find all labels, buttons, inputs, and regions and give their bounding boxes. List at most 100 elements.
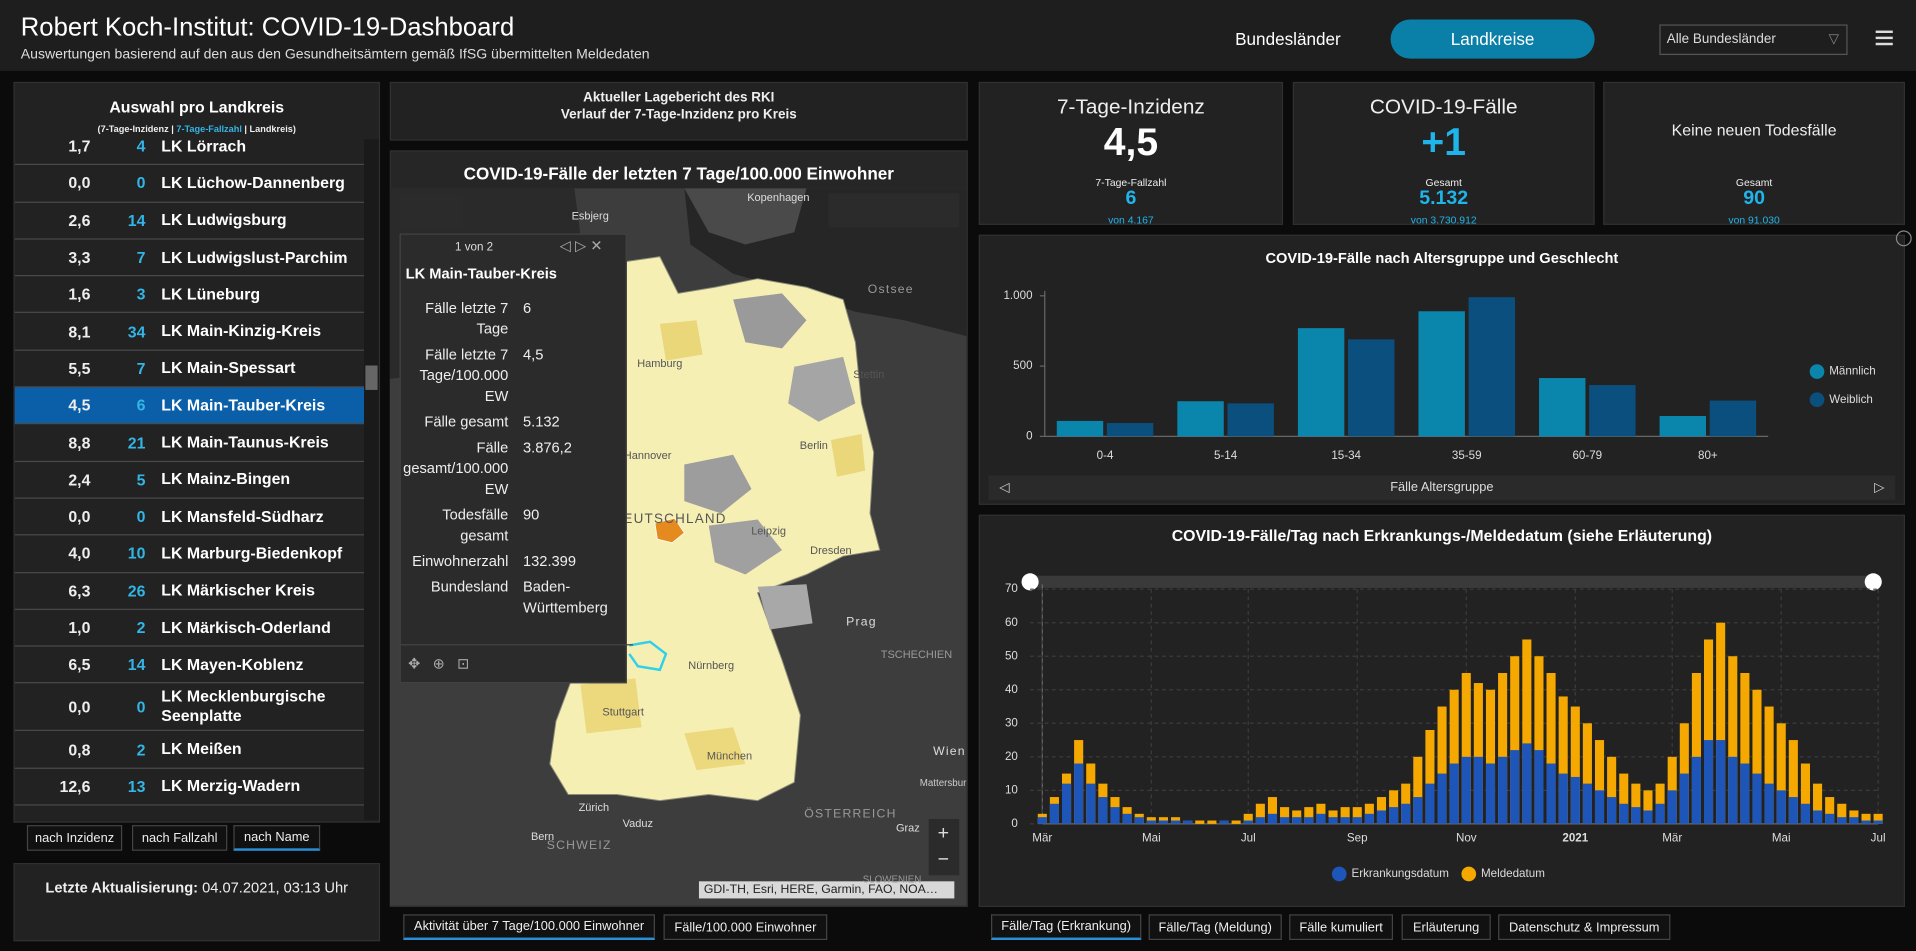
kpi-value: 4,5 xyxy=(1103,119,1159,164)
list-row[interactable]: 0,8 2 LK Meißen xyxy=(14,732,365,769)
list-row[interactable]: 1,6 3 LK Lüneburg xyxy=(14,276,365,314)
map-tab[interactable]: Aktivität über 7 Tage/100.000 Einwohner xyxy=(403,914,655,941)
list-row[interactable]: 0,0 0 LK Lüchow-Dannenberg xyxy=(14,165,365,203)
case-count: 13 xyxy=(127,777,146,796)
list-row[interactable]: 2,6 14 LK Ludwigsburg xyxy=(14,202,365,240)
popup-label: Fälle gesamt/100.000 EW xyxy=(403,438,509,498)
chart-tab[interactable]: Fälle/Tag (Erkrankung) xyxy=(990,914,1142,941)
district-name: LK Meißen xyxy=(161,739,242,758)
map-label: TSCHECHIEN xyxy=(881,649,952,661)
incidence: 8,1 xyxy=(68,322,91,341)
incidence: 0,0 xyxy=(68,174,91,193)
update-value: 04.07.2021, 03:13 Uhr xyxy=(202,878,349,896)
list-row[interactable]: 5,5 7 LK Main-Spessart xyxy=(14,351,365,388)
popup-value: 4,5 xyxy=(522,345,544,364)
chart-tab[interactable]: Erläuterung xyxy=(1401,914,1491,941)
report-line: Aktueller Lagebericht des RKI xyxy=(583,90,775,106)
district-name: LK Mansfeld-Südharz xyxy=(161,506,324,526)
chart-tab[interactable]: Datenschutz & Impressum xyxy=(1498,914,1671,941)
popup-label: Fälle letzte 7 Tage xyxy=(425,299,509,338)
report-line: Verlauf der 7-Tage-Inzidenz pro Kreis xyxy=(560,107,797,123)
district-name: LK Main-Tauber-Kreis xyxy=(161,395,326,415)
case-count: 7 xyxy=(136,248,146,267)
kpi-card: COVID-19-Fälle +1 Gesamt 5.132 von 3.730… xyxy=(1292,81,1595,226)
incidence: 12,6 xyxy=(59,777,91,796)
scrollbar[interactable] xyxy=(364,139,379,821)
kpi-sub-total: von 91.030 xyxy=(1728,213,1780,227)
age-chart-panel xyxy=(978,234,1906,505)
district-name: LK Märkisch-Oderland xyxy=(161,617,331,637)
list-row[interactable]: 0,0 0 LK Mansfeld-Südharz xyxy=(14,499,365,536)
popup-value: 6 xyxy=(522,299,532,317)
map-label: Kopenhagen xyxy=(747,192,809,204)
popup-fields: Fälle letzte 7 Tage 6 Fälle letzte 7 Tage/… xyxy=(401,293,626,623)
list-row[interactable]: 8,8 21 LK Main-Taunus-Kreis xyxy=(14,425,365,462)
incidence: 0,0 xyxy=(68,507,91,526)
map-label: Hannover xyxy=(624,450,672,462)
list-row[interactable]: 2,4 5 LK Mainz-Bingen xyxy=(14,462,365,499)
district-name: LK Märkischer Kreis xyxy=(161,580,315,600)
map-label: Vaduz xyxy=(623,818,653,830)
popup-field: Fälle letzte 7 Tage/100.000 EW 4,5 xyxy=(401,345,626,407)
list-row[interactable]: 8,1 34 LK Main-Kinzig-Kreis xyxy=(14,314,365,351)
popup-value: 132.399 xyxy=(522,552,577,570)
nav-button[interactable]: Bundesländer xyxy=(1235,29,1341,49)
list-row[interactable]: 1,0 2 LK Märkisch-Oderland xyxy=(14,610,365,647)
map-label: Hamburg xyxy=(637,358,682,370)
sort-button[interactable]: nach Fallzahl xyxy=(131,825,228,851)
map-tab[interactable]: Fälle/100.000 Einwohner xyxy=(663,914,828,941)
chart-tab[interactable]: Fälle/Tag (Meldung) xyxy=(1148,914,1282,941)
list-row[interactable]: 3,3 7 LK Ludwigslust-Parchim xyxy=(14,239,365,277)
district-name: LK Ludwigsburg xyxy=(161,210,287,229)
list-row[interactable]: 4,0 10 LK Marburg-Biedenkopf xyxy=(14,536,365,573)
list-body: 1,7 4 LK Lörrach 0,0 0 LK Lüchow-Dannenberg 2,… xyxy=(14,139,365,806)
kpi-sub-label: Gesamt xyxy=(1425,176,1462,189)
kpi-sub-value: 90 xyxy=(1743,188,1765,210)
popup-label: Fälle gesamt xyxy=(424,413,509,431)
district-name: LK Lüneburg xyxy=(161,284,261,303)
page-title: Robert Koch-Institut: COVID-19-Dashboard xyxy=(20,13,515,42)
list-row[interactable]: 12,6 13 LK Merzig-Wadern xyxy=(14,769,365,806)
incidence: 2,4 xyxy=(68,470,91,489)
district-name: LK Lörrach xyxy=(161,139,247,155)
region-dropdown[interactable]: Alle Bundesländer ▽ xyxy=(1659,24,1848,56)
list-row[interactable]: 6,5 14 LK Mayen-Koblenz xyxy=(14,647,365,684)
map-label: SLOWENIEN xyxy=(863,875,922,886)
list-row[interactable]: 6,3 26 LK Märkischer Kreis xyxy=(14,573,365,610)
nav-button-active[interactable]: Landkreise xyxy=(1390,19,1595,59)
kpi-sub-label: 7-Tage-Fallzahl xyxy=(1095,176,1167,189)
popup-value: 3.876,2 xyxy=(522,438,572,456)
popup-value: Baden-Württemberg xyxy=(522,578,608,617)
sort-button[interactable]: nach Name xyxy=(233,825,321,851)
case-count: 0 xyxy=(136,697,146,717)
case-count: 7 xyxy=(136,359,146,378)
popup-name: LK Main-Tauber-Kreis xyxy=(405,265,557,283)
header: Robert Koch-Institut: COVID-19-Dashboard… xyxy=(0,0,1916,71)
list-row[interactable]: 1,7 4 LK Lörrach xyxy=(14,139,365,166)
incidence: 5,5 xyxy=(68,359,91,378)
popup-field: Bundesland Baden-Württemberg xyxy=(401,577,626,619)
district-list: 1,7 4 LK Lörrach 0,0 0 LK Lüchow-Dannenberg 2,… xyxy=(14,139,365,820)
sort-button[interactable]: nach Inzidenz xyxy=(26,825,123,851)
map-title: COVID-19-Fälle der letzten 7 Tage/100.00… xyxy=(463,163,894,184)
legend-part: | Landkreis) xyxy=(244,123,296,135)
incidence: 4,0 xyxy=(68,544,91,563)
list-row[interactable]: 4,5 6 LK Main-Tauber-Kreis xyxy=(14,387,365,425)
district-name: LK Ludwigslust-Parchim xyxy=(161,247,348,266)
kpi-value: +1 xyxy=(1421,119,1467,164)
case-count: 2 xyxy=(136,740,146,759)
page-subtitle: Auswertungen basierend auf den aus den G… xyxy=(20,47,650,63)
chart-tab[interactable]: Fälle kumuliert xyxy=(1289,914,1394,941)
case-count: 34 xyxy=(127,322,146,341)
map-attribution: GDI-TH, Esri, HERE, Garmin, FAO, NOA… xyxy=(704,882,938,896)
map-label: Mattersburg xyxy=(920,778,967,789)
popup-field: Todesfälle gesamt 90 xyxy=(401,505,626,547)
incidence: 6,5 xyxy=(68,655,91,674)
list-row[interactable]: 0,0 0 LK Mecklenburgische Seenplatte xyxy=(14,684,365,732)
district-name: LK Main-Spessart xyxy=(161,358,296,378)
report-link[interactable]: Aktueller Lagebericht des RKI Verlauf de… xyxy=(389,81,968,141)
map-label: Nürnberg xyxy=(688,660,734,672)
menu-button[interactable] xyxy=(1875,30,1893,46)
kpi-title: COVID-19-Fälle xyxy=(1369,95,1518,119)
map-label: Leipzig xyxy=(751,526,786,538)
